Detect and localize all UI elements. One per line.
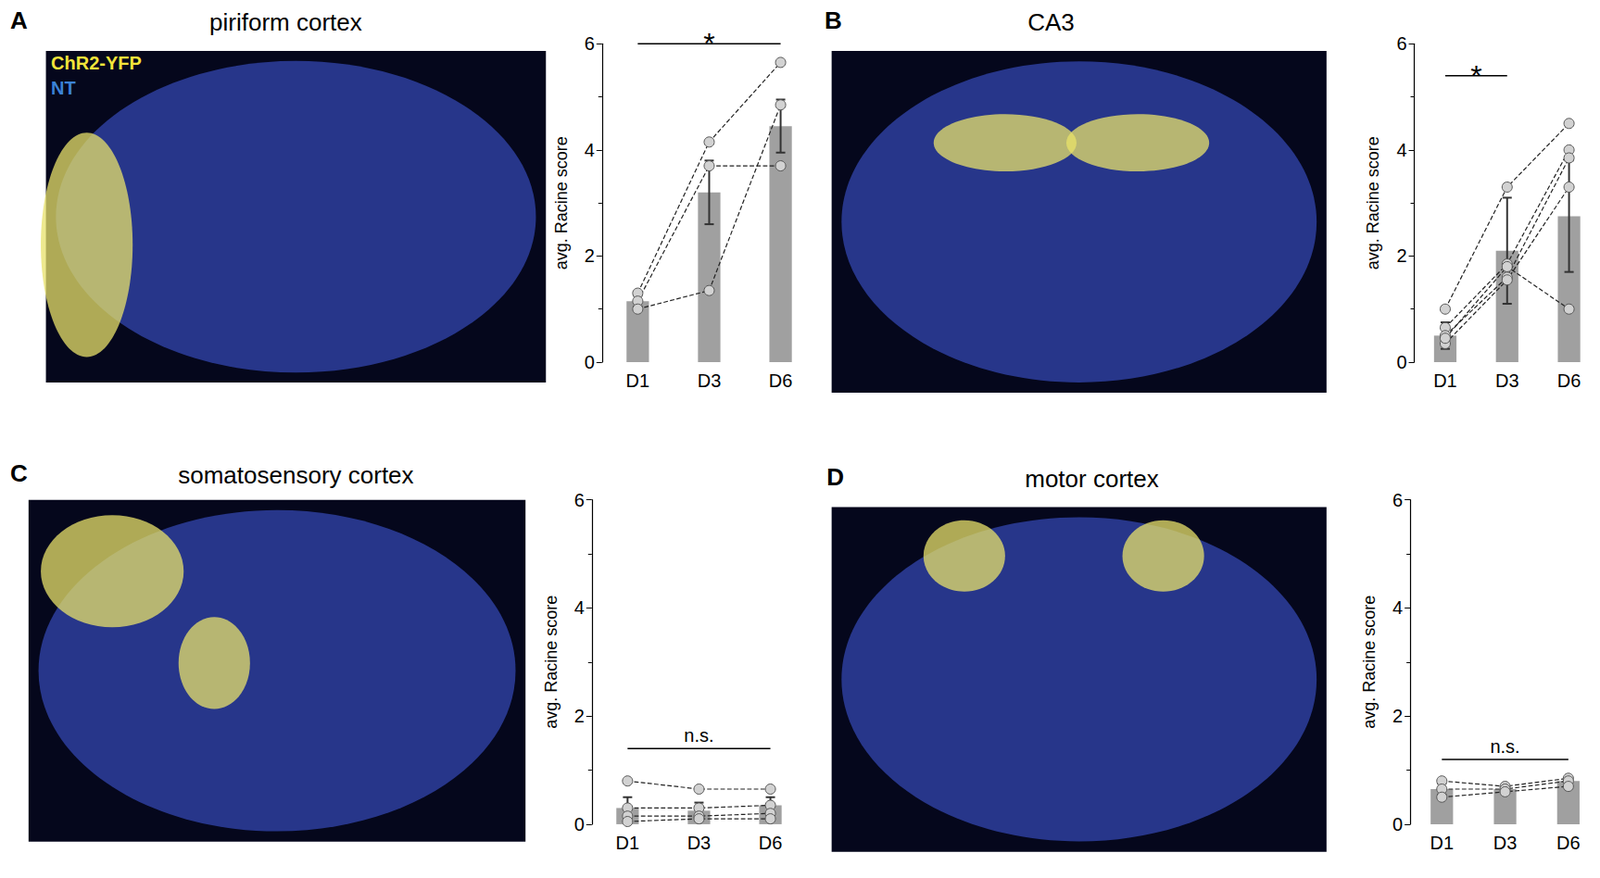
- svg-text:avg. Racine score: avg. Racine score: [1363, 136, 1383, 270]
- svg-text:D3: D3: [1495, 370, 1520, 391]
- svg-text:D6: D6: [1557, 370, 1582, 391]
- svg-text:0: 0: [574, 814, 585, 835]
- svg-text:0: 0: [1392, 814, 1403, 835]
- svg-text:piriform cortex: piriform cortex: [209, 8, 363, 37]
- svg-text:0: 0: [1396, 352, 1407, 373]
- svg-text:D: D: [826, 463, 845, 492]
- svg-text:*: *: [703, 26, 715, 61]
- svg-text:D1: D1: [616, 832, 641, 854]
- svg-text:6: 6: [584, 33, 595, 54]
- svg-text:D3: D3: [697, 370, 722, 391]
- svg-text:D6: D6: [768, 370, 794, 391]
- svg-text:4: 4: [1392, 597, 1403, 618]
- svg-text:ChR2-YFP: ChR2-YFP: [50, 52, 142, 74]
- svg-text:D1: D1: [1433, 370, 1458, 391]
- svg-text:NT: NT: [50, 77, 76, 99]
- svg-text:B: B: [824, 6, 843, 35]
- svg-text:6: 6: [1396, 33, 1407, 54]
- svg-text:0: 0: [584, 352, 595, 373]
- svg-text:6: 6: [574, 490, 585, 511]
- svg-text:*: *: [1470, 59, 1482, 93]
- svg-text:n.s.: n.s.: [1489, 736, 1520, 757]
- svg-text:4: 4: [584, 139, 595, 161]
- svg-text:somatosensory cortex: somatosensory cortex: [177, 461, 414, 490]
- svg-text:2: 2: [584, 245, 595, 266]
- svg-text:avg. Racine score: avg. Racine score: [552, 136, 571, 270]
- svg-text:D1: D1: [1429, 832, 1454, 854]
- svg-text:D6: D6: [1556, 832, 1581, 854]
- svg-text:A: A: [10, 6, 28, 35]
- svg-text:D1: D1: [626, 370, 651, 391]
- svg-text:6: 6: [1392, 490, 1403, 511]
- svg-text:4: 4: [1396, 139, 1407, 161]
- svg-text:D6: D6: [758, 832, 783, 854]
- svg-text:avg. Racine score: avg. Racine score: [1360, 595, 1379, 730]
- svg-text:D3: D3: [687, 832, 712, 854]
- svg-text:2: 2: [1396, 245, 1407, 266]
- svg-text:4: 4: [574, 597, 585, 618]
- svg-text:n.s.: n.s.: [683, 725, 714, 746]
- svg-text:C: C: [10, 459, 28, 488]
- svg-text:2: 2: [574, 705, 585, 727]
- svg-text:avg. Racine score: avg. Racine score: [541, 595, 561, 730]
- svg-text:D3: D3: [1493, 832, 1518, 854]
- svg-text:motor cortex: motor cortex: [1024, 465, 1160, 493]
- svg-text:2: 2: [1392, 705, 1403, 727]
- svg-text:CA3: CA3: [1027, 8, 1075, 37]
